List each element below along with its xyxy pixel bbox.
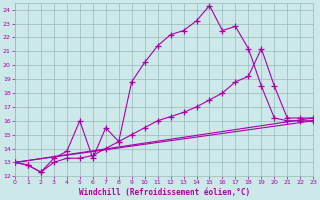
X-axis label: Windchill (Refroidissement éolien,°C): Windchill (Refroidissement éolien,°C)	[78, 188, 250, 197]
